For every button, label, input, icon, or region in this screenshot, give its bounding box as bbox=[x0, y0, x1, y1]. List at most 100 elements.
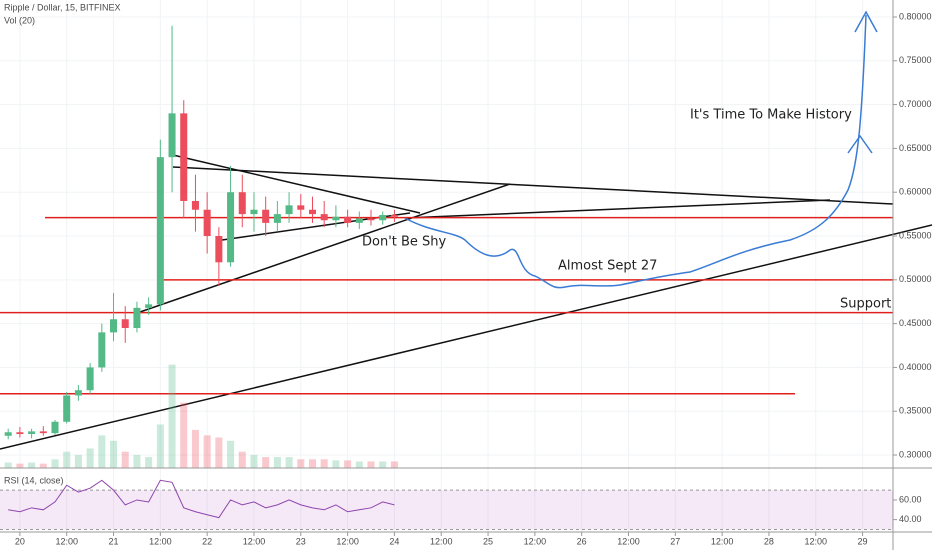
axes: 0.30000 0.35000 0.40000 0.45000 0.50000 0.550… bbox=[15, 11, 932, 546]
volume-bar bbox=[121, 451, 129, 468]
y-tick-label: 0.65000 bbox=[899, 143, 932, 153]
candle-body bbox=[16, 432, 24, 435]
volume-bar bbox=[110, 440, 118, 468]
volume-bar bbox=[367, 461, 375, 468]
volume-bar bbox=[86, 448, 94, 468]
volume-bar bbox=[168, 364, 176, 468]
x-tick-label: 27 bbox=[670, 536, 680, 546]
candle-body bbox=[332, 216, 340, 221]
candle-body bbox=[168, 113, 176, 158]
candle-body bbox=[63, 395, 71, 422]
candle-body bbox=[133, 307, 141, 329]
x-tick-label: 23 bbox=[296, 536, 306, 546]
trend-line bbox=[172, 154, 421, 214]
x-tick-label: 12:00 bbox=[617, 536, 640, 546]
volume-bar bbox=[180, 402, 188, 468]
y-tick-label: 0.45000 bbox=[899, 318, 932, 328]
volume-bar bbox=[98, 435, 106, 468]
candle-body bbox=[145, 304, 153, 308]
candle-body bbox=[4, 432, 12, 436]
volume-bar bbox=[74, 454, 82, 468]
candle-body bbox=[203, 209, 211, 237]
candle-body bbox=[215, 236, 223, 263]
annotation: Almost Sept 27 bbox=[558, 259, 657, 274]
volume-bar bbox=[355, 461, 363, 468]
y-tick-label: 0.55000 bbox=[899, 230, 932, 240]
x-tick-label: 28 bbox=[764, 536, 774, 546]
trend-line bbox=[0, 224, 932, 450]
volume-bar bbox=[215, 437, 223, 468]
candle-body bbox=[285, 205, 293, 215]
volume-bar bbox=[4, 462, 12, 468]
volume-bar bbox=[156, 424, 164, 468]
volume-bar bbox=[273, 457, 281, 468]
y-tick-label: 0.75000 bbox=[899, 55, 932, 65]
rsi-label: RSI (14, close) bbox=[4, 475, 64, 485]
volume-bar bbox=[332, 460, 340, 468]
projection-arrows bbox=[847, 10, 878, 154]
x-tick-label: 26 bbox=[577, 536, 587, 546]
candle-body bbox=[39, 431, 47, 434]
candle-body bbox=[390, 214, 398, 217]
volume-bar bbox=[133, 454, 141, 468]
volume-bar bbox=[285, 457, 293, 468]
volume-bar bbox=[250, 454, 258, 468]
volume-bar bbox=[238, 451, 246, 468]
annotation: Support bbox=[840, 297, 891, 312]
volume-bar bbox=[344, 460, 352, 468]
x-tick-label: 24 bbox=[389, 536, 399, 546]
projection-curve bbox=[404, 14, 867, 289]
volume-bar bbox=[308, 459, 317, 468]
annotation: It's Time To Make History bbox=[690, 108, 852, 123]
y-tick-label: 0.50000 bbox=[899, 274, 932, 284]
candles bbox=[4, 25, 398, 440]
candle-body bbox=[355, 218, 363, 223]
volume-bar bbox=[390, 461, 398, 468]
candle-body bbox=[262, 209, 270, 223]
y-tick-label: 0.70000 bbox=[899, 99, 932, 109]
candle-body bbox=[297, 205, 305, 210]
volume-bar bbox=[203, 435, 211, 468]
candle-body bbox=[110, 319, 118, 333]
candle-body bbox=[121, 319, 129, 329]
rsi-line bbox=[8, 479, 395, 519]
volume-bar bbox=[297, 459, 305, 468]
indicator-label: Vol (20) bbox=[4, 15, 35, 25]
x-tick-label: 12:00 bbox=[804, 536, 827, 546]
x-tick-label: 22 bbox=[202, 536, 212, 546]
candle-body bbox=[320, 214, 328, 221]
volume-bar bbox=[379, 461, 387, 468]
volume-bar bbox=[28, 462, 36, 468]
trend-line bbox=[172, 166, 894, 205]
y-tick-label: 0.35000 bbox=[899, 406, 932, 416]
volume-bar bbox=[63, 451, 71, 468]
x-tick-label: 12:00 bbox=[430, 536, 453, 546]
y-tick-label: 0.40000 bbox=[899, 362, 932, 372]
x-tick-label: 21 bbox=[109, 536, 119, 546]
y-tick-label: 40.00 bbox=[899, 514, 922, 524]
y-tick-label: 0.30000 bbox=[899, 449, 932, 459]
rsi-pane: 40.00 60.00 bbox=[0, 479, 922, 530]
volume-bar bbox=[16, 463, 24, 468]
volume-bar bbox=[51, 459, 59, 468]
candle-body bbox=[273, 214, 281, 223]
x-tick-label: 12:00 bbox=[243, 536, 266, 546]
y-tick-label: 0.60000 bbox=[899, 187, 932, 197]
x-tick-label: 12:00 bbox=[55, 536, 78, 546]
candle-body bbox=[74, 390, 82, 396]
volume-bar bbox=[191, 429, 199, 468]
x-tick-label: 12:00 bbox=[711, 536, 734, 546]
candle-body bbox=[250, 209, 258, 215]
volume-bar bbox=[39, 463, 47, 468]
candle-body bbox=[191, 200, 199, 210]
volume-bar bbox=[145, 457, 153, 468]
candle-body bbox=[51, 421, 59, 434]
candle-body bbox=[308, 209, 317, 215]
volume-bar bbox=[227, 440, 235, 468]
x-tick-label: 12:00 bbox=[336, 536, 359, 546]
x-tick-label: 12:00 bbox=[149, 536, 172, 546]
candle-body bbox=[238, 192, 246, 215]
candle-body bbox=[379, 214, 387, 221]
